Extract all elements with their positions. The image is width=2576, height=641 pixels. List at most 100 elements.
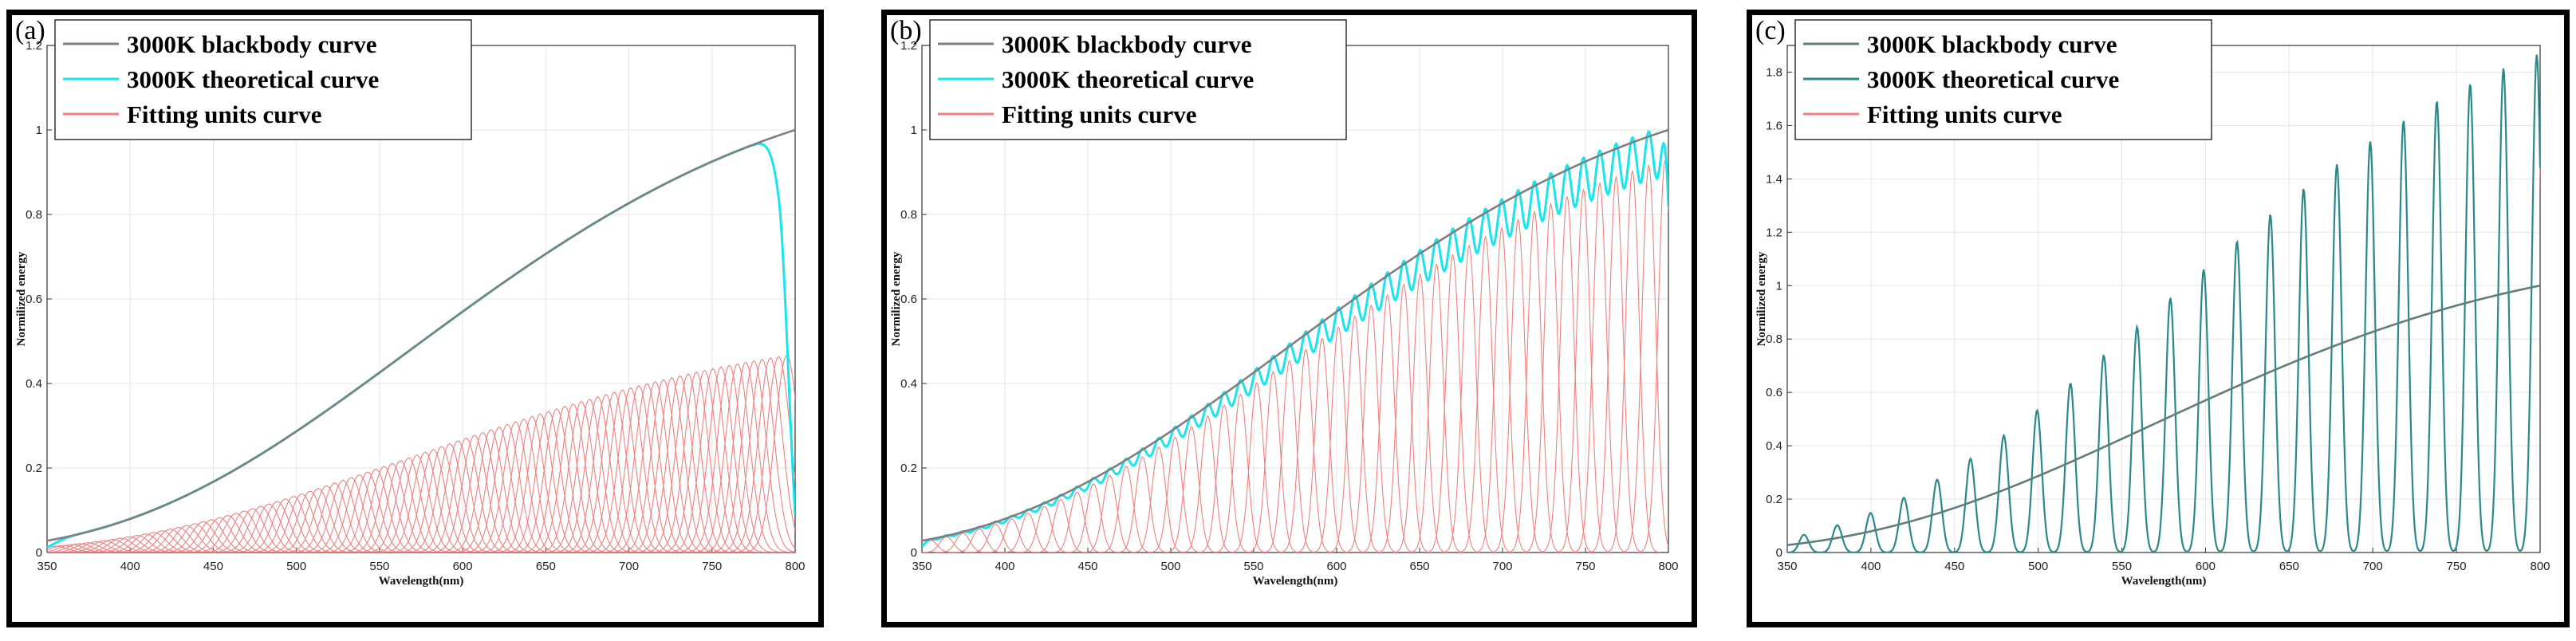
x-tick-label: 650	[1409, 560, 1429, 573]
fitting-unit-curve	[714, 358, 795, 553]
fitting-unit-curve	[648, 371, 745, 553]
fitting-unit-curve	[574, 389, 671, 553]
fitting-unit-curve	[2318, 164, 2356, 553]
x-tick-label: 650	[536, 560, 556, 573]
fitting-unit-curve	[673, 366, 769, 553]
fitting-unit-curve	[229, 501, 325, 553]
fitting-unit-curve	[500, 411, 597, 553]
fitting-unit-curve	[2151, 296, 2189, 553]
theoretical-curve	[922, 130, 1668, 548]
legend-box	[54, 19, 472, 140]
fitting-unit-curve	[2218, 241, 2256, 553]
x-tick-label: 550	[1243, 560, 1263, 573]
x-tick-label: 600	[1326, 560, 1346, 573]
y-tick-label: 0.8	[900, 208, 917, 222]
fitting-unit-curve	[1458, 235, 1514, 553]
theoretical-curve	[1787, 54, 2540, 553]
legend: 3000K blackbody curve 3000K theoretical c…	[929, 19, 1347, 140]
x-axis-label: Wavelength(nm)	[2121, 575, 2207, 588]
fitting-unit-curve	[1474, 226, 1530, 553]
theoretical-curve	[47, 142, 795, 549]
fitting-unit-curve	[2251, 214, 2290, 553]
fitting-unit-curve	[1360, 293, 1416, 553]
fitting-unit-curve	[542, 398, 638, 553]
legend: 3000K blackbody curve 3000K theoretical c…	[1794, 19, 2212, 140]
fitting-unit-curve	[591, 385, 687, 553]
x-tick-label: 700	[2363, 560, 2383, 573]
y-tick-label: 1.8	[1766, 65, 1782, 79]
x-tick-label: 750	[1575, 560, 1595, 573]
fitting-unit-curve	[1556, 188, 1611, 553]
fitting-unit-curve	[1952, 458, 1990, 553]
y-tick-label: 1.4	[1766, 172, 1782, 186]
legend-box	[929, 19, 1347, 140]
fitting-unit-curve	[1376, 283, 1432, 553]
y-tick-label: 0.2	[1766, 493, 1782, 506]
x-tick-label: 700	[1492, 560, 1512, 573]
legend-entry: 3000K blackbody curve	[127, 30, 376, 58]
fitting-unit-curve	[935, 533, 991, 553]
y-tick-label: 1	[1776, 279, 1782, 293]
fitting-unit-curve	[706, 360, 795, 553]
fitting-unit-curve	[517, 405, 613, 553]
x-tick-label: 600	[453, 560, 473, 573]
fitting-unit-curve	[360, 457, 457, 553]
fitting-unit-curve	[353, 460, 449, 553]
fitting-unit-curve	[1408, 263, 1464, 553]
y-tick-label: 0.6	[1766, 386, 1782, 399]
legend-box	[1794, 19, 2212, 140]
fitting-unit-curve	[689, 363, 786, 553]
fitting-unit-curve	[1050, 491, 1105, 553]
y-tick-label: 1.2	[1766, 226, 1782, 239]
fitting-unit-curve	[1082, 474, 1138, 553]
fitting-unit-curve	[467, 421, 564, 553]
fitting-unit-curve	[336, 466, 432, 553]
fitting-units-series	[47, 354, 795, 553]
blackbody-curve	[922, 128, 1668, 542]
fitting-unit-curve	[1262, 360, 1318, 553]
fitting-unit-curve	[2184, 269, 2223, 553]
fitting-unit-curve	[2418, 100, 2456, 553]
fitting-unit-curve	[1343, 304, 1399, 553]
fitting-unit-curve	[476, 418, 572, 553]
fitting-unit-curve	[951, 528, 1007, 553]
chart-panel-b: 350 400 450 500 550 600 650 700 750 800 0 0.2 0.4 0.6…	[881, 10, 1697, 627]
fitting-unit-curve	[558, 394, 654, 553]
fitting-unit-curve	[922, 536, 975, 553]
fitting-unit-curve	[1065, 483, 1121, 553]
fitting-unit-curve	[1098, 466, 1154, 553]
fitting-unit-curve	[2451, 84, 2489, 553]
x-tick-label: 500	[286, 560, 306, 573]
chart-a: 350 400 450 500 550 600 650 700 750 800 0 0.2 0.4 0.6…	[15, 16, 805, 588]
y-tick-label: 1.2	[900, 39, 917, 53]
fitting-unit-curve	[1196, 404, 1252, 553]
fitting-unit-curve	[320, 471, 416, 553]
legend-entry: Fitting units curve	[1867, 100, 2062, 128]
panel-label: (c)	[1755, 16, 1786, 45]
fitting-unit-curve	[967, 523, 1023, 553]
x-tick-label: 550	[369, 560, 389, 573]
y-tick-label: 0.2	[26, 462, 42, 475]
fitting-unit-curve	[393, 446, 490, 553]
fitting-unit-curve	[484, 415, 580, 553]
x-tick-label: 700	[619, 560, 639, 573]
fitting-unit-curve	[369, 454, 465, 553]
x-tick-label: 500	[2028, 560, 2048, 573]
x-tick-label: 500	[1160, 560, 1180, 573]
fitting-unit-curve	[385, 448, 482, 553]
legend-entry: 3000K theoretical curve	[127, 65, 379, 93]
fitting-unit-curve	[656, 369, 753, 553]
y-tick-label: 1	[911, 124, 917, 137]
fitting-unit-curve	[1310, 326, 1366, 553]
x-axis-label: Wavelength(nm)	[1253, 575, 1338, 588]
fitting-unit-curve	[410, 440, 506, 553]
y-tick-label: 0	[36, 546, 42, 560]
fitting-unit-curve	[459, 423, 555, 553]
fitting-unit-curve	[566, 391, 662, 553]
fitting-unit-curve	[377, 451, 473, 553]
y-tick-label: 1	[36, 124, 42, 137]
fitting-unit-curve	[2484, 68, 2523, 553]
fitting-unit-curve	[1572, 181, 1628, 553]
fitting-units-series	[922, 159, 1668, 553]
fitting-unit-curve	[1425, 254, 1481, 553]
